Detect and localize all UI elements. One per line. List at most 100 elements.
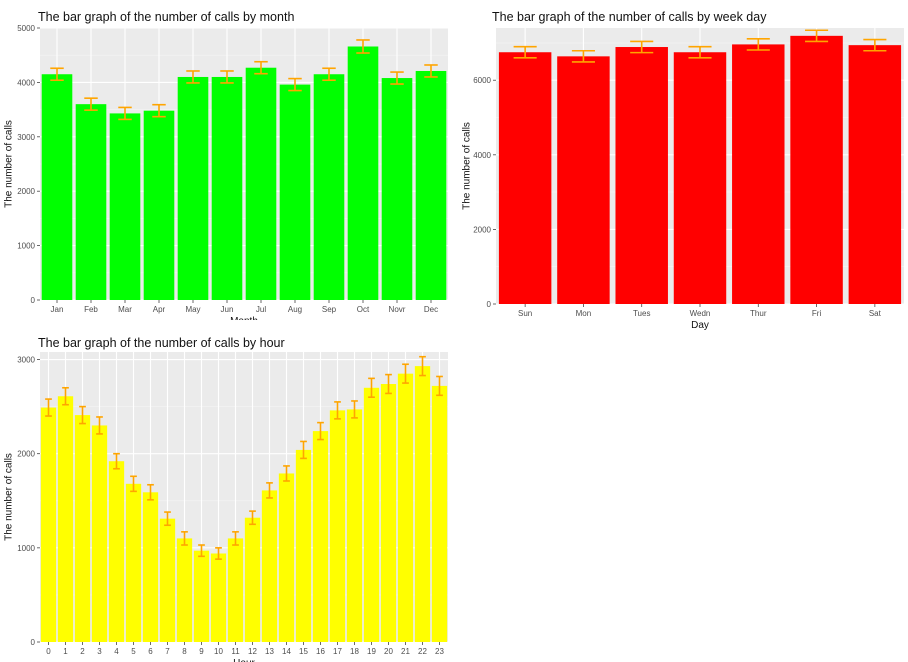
x-tick-label: 5 [131,647,136,656]
bar [397,373,414,642]
x-tick-label: 9 [199,647,204,656]
error-bar [198,544,205,558]
bar [227,538,244,642]
x-tick-label: Apr [153,305,166,314]
bar [125,483,142,642]
error-bar [215,547,222,560]
x-tick-label: 7 [165,647,170,656]
y-axis-label: The number of calls [4,120,15,208]
error-bar [96,416,103,435]
x-tick-label: 20 [384,647,393,656]
error-bar [356,39,370,54]
error-bar [385,373,392,395]
y-tick-label: 1000 [17,242,35,251]
error-bar [147,483,154,501]
bar [312,431,329,642]
error-bar [283,465,290,482]
error-bar [805,29,829,43]
bar [75,104,107,300]
bar [143,110,175,300]
y-tick-label: 4000 [473,151,491,160]
bar [176,538,193,642]
error-bar [571,49,595,63]
x-tick-label: 22 [418,647,427,656]
bar [193,550,210,642]
bar [109,113,141,301]
bar [363,387,380,642]
error-bar [50,67,64,82]
error-bar [84,97,98,111]
y-tick-label: 2000 [473,225,491,234]
x-tick-label: Oct [357,305,370,314]
bar [41,74,73,301]
error-bar [181,531,188,546]
x-tick-label: 16 [316,647,325,656]
error-bar [424,64,438,78]
bar [498,52,552,305]
x-tick-label: 0 [46,647,51,656]
bar [381,78,413,300]
error-bar [322,67,336,82]
x-tick-label: Aug [288,305,302,314]
bar [40,407,57,642]
error-bar [513,45,537,59]
x-tick-label: Wedn [690,309,711,318]
chart-month-title: The bar graph of the number of calls by … [38,10,295,24]
bar [57,396,74,642]
error-bar [688,45,712,59]
x-tick-label: Mon [576,309,592,318]
bar [279,84,311,301]
x-tick-label: Feb [84,305,98,314]
error-bar [390,71,404,85]
y-tick-label: 3000 [17,356,35,365]
error-bar [130,475,137,493]
x-tick-label: Thur [750,309,767,318]
bar [790,35,843,305]
x-tick-label: 18 [350,647,359,656]
bar [313,74,345,301]
bar [431,385,448,642]
x-tick-label: Sat [869,309,882,318]
bar [415,70,447,300]
x-tick-label: 14 [282,647,291,656]
x-tick-label: Sun [518,309,532,318]
chart-weekday-title: The bar graph of the number of calls by … [492,10,767,24]
error-bar [79,405,86,425]
error-bar [45,398,52,417]
error-bar [368,377,375,398]
error-bar [436,375,443,397]
error-bar [62,386,69,406]
x-tick-label: 4 [114,647,119,656]
error-bar [232,531,239,546]
x-tick-label: 19 [367,647,376,656]
y-axis-label: The number of calls [4,453,15,541]
error-bar [249,510,256,526]
x-tick-label: 15 [299,647,308,656]
y-tick-label: 1000 [17,544,35,553]
y-tick-label: 5000 [17,24,35,33]
bar [414,366,431,642]
bar [210,553,227,642]
bar [615,47,668,305]
x-tick-label: 2 [80,647,85,656]
y-tick-label: 4000 [17,78,35,87]
y-tick-label: 0 [31,296,36,305]
bar [91,425,108,642]
bar [732,44,785,304]
x-axis-label: Hour [233,658,255,662]
x-tick-label: 13 [265,647,274,656]
y-tick-label: 2000 [17,450,35,459]
y-tick-label: 0 [487,300,492,309]
bar [74,415,91,642]
bar [142,492,159,642]
x-tick-label: Jun [221,305,234,314]
error-bar [402,363,409,384]
x-tick-label: May [185,305,200,314]
x-tick-label: 8 [182,647,187,656]
x-tick-label: 11 [231,647,240,656]
x-tick-label: 21 [401,647,410,656]
error-bar [220,70,234,84]
y-axis-label: The number of calls [462,122,473,210]
bar [673,52,727,305]
